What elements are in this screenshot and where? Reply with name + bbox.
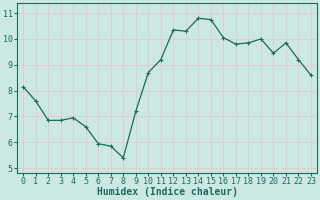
X-axis label: Humidex (Indice chaleur): Humidex (Indice chaleur) [97,187,237,197]
